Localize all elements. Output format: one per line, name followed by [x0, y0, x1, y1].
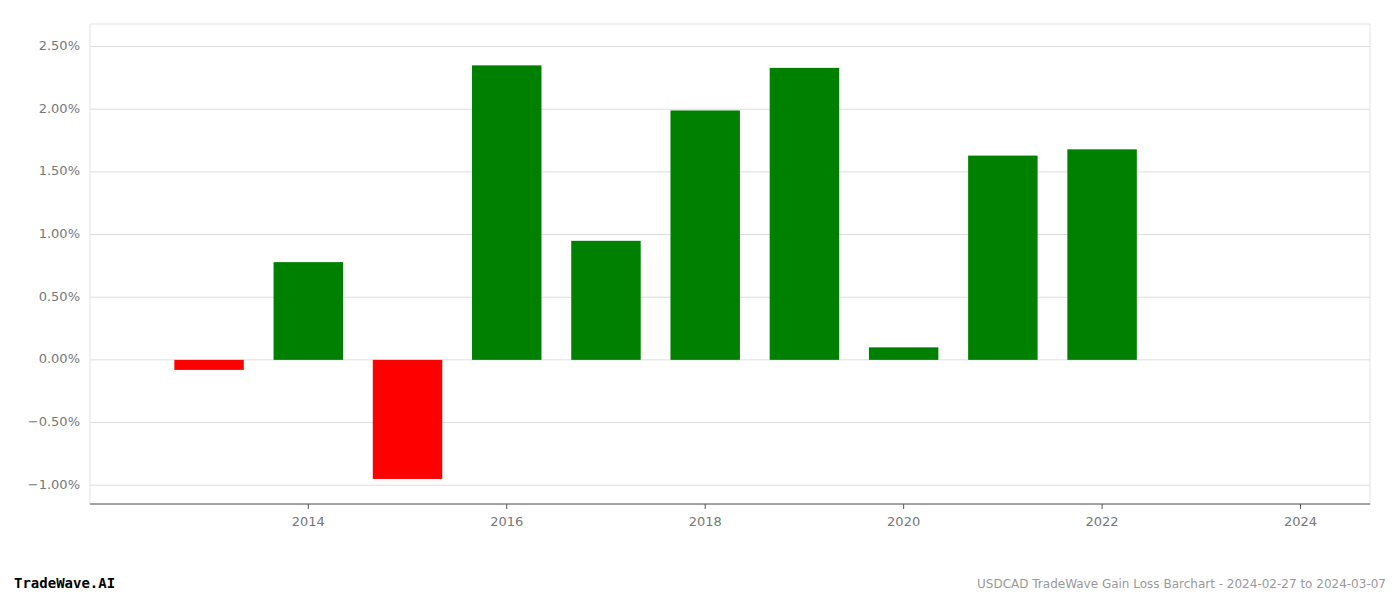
plot-frame	[90, 24, 1370, 504]
chart-container: −1.00% −0.50% 0.00% 0.50% 1.00% 1.50% 2.00% 2.5…	[0, 0, 1400, 600]
x-tick	[308, 504, 309, 509]
x-tick	[903, 504, 904, 509]
x-axis: 2014 2016 2018 2020 2022 2024	[90, 504, 1370, 529]
bar	[1167, 359, 1236, 360]
y-tick-label: 1.00%	[39, 226, 80, 241]
y-tick-label: 2.50%	[39, 38, 80, 53]
bar	[472, 65, 541, 360]
bar	[571, 241, 640, 360]
bar	[968, 156, 1037, 360]
x-tick-label: 2016	[490, 514, 523, 529]
bar	[869, 347, 938, 360]
x-tick-label: 2014	[292, 514, 325, 529]
y-tick-label: 2.00%	[39, 101, 80, 116]
bars	[174, 65, 1136, 479]
y-tick-label: 1.50%	[39, 163, 80, 178]
y-tick-label: −0.50%	[28, 414, 80, 429]
x-tick-label: 2024	[1284, 514, 1317, 529]
bar	[274, 262, 343, 360]
y-grid	[90, 47, 1370, 486]
bar	[373, 360, 442, 479]
x-tick	[1102, 504, 1103, 509]
footer-text: USDCAD TradeWave Gain Loss Barchart - 20…	[977, 577, 1386, 591]
x-tick-label: 2022	[1086, 514, 1119, 529]
grid-line	[90, 485, 1370, 486]
bar	[1067, 149, 1136, 360]
x-axis-line	[90, 504, 1370, 505]
y-tick-label: 0.50%	[39, 289, 80, 304]
grid-line	[90, 422, 1370, 423]
y-tick-label: 0.00%	[39, 351, 80, 366]
bar	[670, 110, 739, 359]
y-axis: −1.00% −0.50% 0.00% 0.50% 1.00% 1.50% 2.00% 2.5…	[28, 38, 80, 492]
grid-line	[90, 109, 1370, 110]
x-tick	[1300, 504, 1301, 509]
footer-text: TradeWave.AI	[14, 575, 115, 591]
y-tick-label: −1.00%	[28, 477, 80, 492]
grid-line	[90, 46, 1370, 47]
bar	[174, 360, 243, 370]
x-tick-label: 2018	[689, 514, 722, 529]
chart-svg: −1.00% −0.50% 0.00% 0.50% 1.00% 1.50% 2.00% 2.5…	[0, 0, 1400, 600]
x-tick	[506, 504, 507, 509]
x-tick-label: 2020	[887, 514, 920, 529]
bar	[770, 68, 839, 360]
x-tick	[705, 504, 706, 509]
